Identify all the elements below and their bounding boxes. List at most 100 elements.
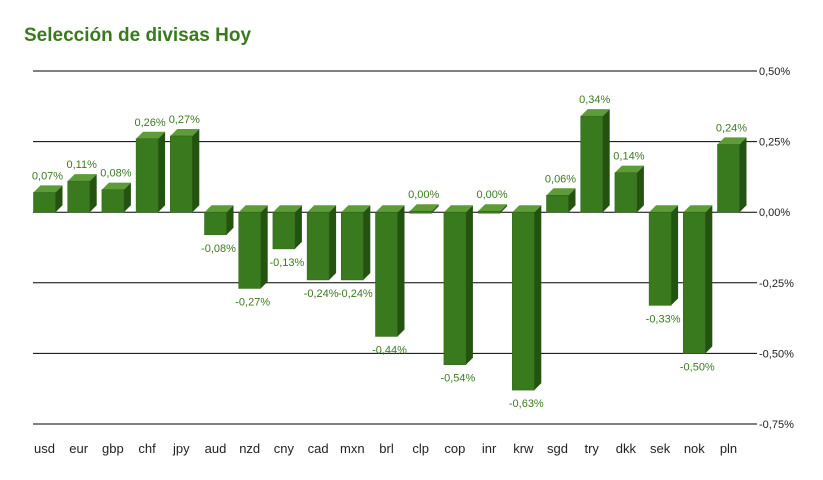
bar-side: [602, 109, 610, 213]
y-tick-label: -0,25%: [759, 278, 794, 290]
bar-side: [397, 205, 405, 337]
bar-eur: [67, 174, 97, 213]
x-tick-label: cad: [308, 441, 329, 456]
bar-top: [272, 205, 302, 213]
y-tick-label: -0,50%: [759, 348, 794, 360]
bar-krw: [512, 205, 542, 391]
x-tick-label: mxn: [340, 441, 365, 456]
x-tick-label: cny: [274, 441, 295, 456]
bars: [33, 109, 747, 391]
bar-top: [375, 205, 405, 213]
bar-side: [739, 137, 747, 213]
bar-inr: [477, 204, 508, 214]
x-tick-label: try: [584, 441, 599, 456]
x-tick-label: sek: [650, 441, 671, 456]
bar-top: [307, 205, 337, 213]
bar-front: [546, 195, 569, 213]
y-tick-label: 0,00%: [759, 207, 790, 219]
data-label: 0,00%: [408, 189, 439, 201]
data-label: 0,11%: [67, 159, 98, 171]
bar-front: [614, 172, 638, 213]
bar-front: [341, 211, 364, 281]
y-tick-label: 0,25%: [759, 137, 790, 149]
bar-side: [55, 185, 63, 213]
bar-top: [67, 174, 97, 182]
bar-usd: [33, 185, 63, 213]
bar-side: [260, 205, 268, 289]
bar-chf: [135, 131, 166, 213]
bar-jpy: [170, 128, 200, 213]
data-label: -0,33%: [646, 313, 681, 325]
bar-side: [671, 205, 679, 306]
bar-side: [123, 182, 131, 213]
x-tick-label: aud: [205, 441, 227, 456]
bar-side: [363, 205, 371, 280]
bar-front: [409, 210, 432, 214]
bar-brl: [375, 205, 405, 337]
bar-top: [546, 188, 576, 196]
x-tick-label: usd: [34, 441, 55, 456]
x-tick-label: jpy: [172, 441, 190, 456]
x-tick-label: eur: [69, 441, 88, 456]
bar-front: [33, 192, 56, 213]
bar-gbp: [101, 182, 131, 213]
bar-side: [192, 128, 200, 213]
bar-side: [534, 205, 542, 391]
bar-side: [431, 204, 439, 214]
bar-side: [89, 174, 97, 213]
bar-top: [649, 205, 679, 213]
bar-top: [443, 205, 473, 213]
x-tick-label: brl: [379, 441, 394, 456]
bar-front: [67, 180, 90, 213]
data-label: -0,63%: [509, 398, 544, 410]
bar-side: [705, 205, 713, 354]
x-tick-label: krw: [513, 441, 534, 456]
data-label: -0,44%: [372, 344, 407, 356]
bar-front: [135, 138, 159, 213]
bar-front: [204, 211, 227, 236]
data-label: -0,50%: [680, 361, 715, 373]
x-tick-label: nzd: [239, 441, 260, 456]
bar-try: [580, 109, 610, 213]
data-label: 0,26%: [134, 117, 165, 129]
bar-cop: [443, 205, 473, 365]
bar-mxn: [341, 205, 371, 281]
bar-front: [101, 189, 125, 213]
bar-top: [101, 182, 131, 190]
bar-top: [478, 204, 508, 212]
bar-top: [204, 205, 234, 213]
bar-side: [500, 204, 508, 214]
bar-side: [329, 205, 337, 280]
bar-sek: [648, 205, 679, 306]
data-label: 0,06%: [545, 173, 576, 185]
data-label: 0,24%: [716, 122, 747, 134]
bar-front: [648, 211, 672, 306]
value-labels: 0,07% 0,11%0,08% 0,26% 0,27% -0,08% -0,27% -0,…: [32, 94, 747, 410]
bar-top: [409, 204, 439, 212]
bar-front: [580, 115, 603, 213]
x-tick-label: clp: [412, 441, 429, 456]
bar-nzd: [238, 205, 268, 289]
bar-top: [614, 165, 644, 173]
bar-front: [683, 211, 706, 354]
bar-pln: [717, 137, 747, 213]
bar-top: [33, 185, 63, 193]
bar-clp: [409, 204, 439, 214]
bar-front: [170, 135, 193, 213]
bar-front: [477, 210, 501, 214]
bar-side: [294, 205, 302, 249]
bar-front: [512, 211, 535, 391]
bar-cad: [306, 205, 337, 281]
data-label: 0,00%: [476, 189, 507, 201]
bar-top: [683, 205, 713, 213]
bar-side: [465, 205, 473, 365]
data-label: 0,27%: [169, 114, 200, 126]
bar-dkk: [614, 165, 644, 213]
bar-side: [158, 131, 166, 213]
bar-front: [375, 211, 398, 337]
bar-sgd: [546, 188, 576, 213]
bar-side: [226, 205, 234, 235]
data-label: 0,14%: [613, 151, 644, 163]
x-tick-label: gbp: [102, 441, 124, 456]
